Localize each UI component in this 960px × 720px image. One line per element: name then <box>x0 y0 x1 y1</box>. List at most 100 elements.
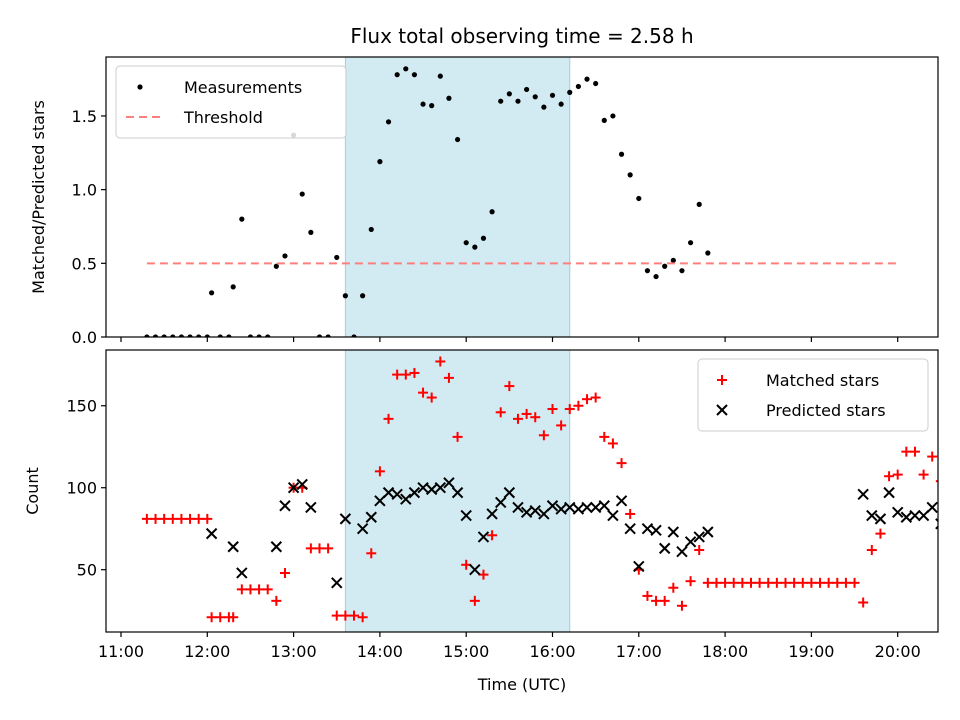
matched-star-marker <box>461 559 472 570</box>
measurement-point <box>273 263 279 269</box>
measurement-point <box>256 334 262 337</box>
matched-star-marker <box>858 597 869 608</box>
measurement-point <box>282 253 288 259</box>
x-stroke-b <box>633 560 645 573</box>
matched-star-marker <box>305 543 316 554</box>
matched-star-marker <box>193 513 204 524</box>
x-stroke-b <box>205 527 218 540</box>
matched-star-marker <box>573 400 584 411</box>
measurement-point <box>687 240 694 246</box>
measurement-point <box>498 98 504 104</box>
x-stroke-b <box>305 501 317 514</box>
measurement-point <box>463 240 469 246</box>
predicted-star-marker <box>296 478 308 491</box>
predicted-star-marker <box>624 523 636 535</box>
matched-star-marker <box>789 577 800 588</box>
predicted-star-marker <box>469 563 481 576</box>
x-stroke-b <box>503 486 516 499</box>
measurement-point <box>247 334 254 337</box>
y-tick-label: 50 <box>77 561 97 580</box>
matched-star-marker <box>875 528 886 539</box>
matched-star-marker <box>909 446 920 457</box>
matched-star-marker <box>547 404 558 415</box>
x-stroke-b <box>512 501 524 514</box>
measurement-point <box>636 195 642 202</box>
x-tick-label: 12:00 <box>184 642 230 661</box>
measurement-point <box>170 334 176 337</box>
matched-star-marker <box>582 394 593 405</box>
measurement-point <box>377 159 383 165</box>
x-stroke-b <box>400 493 412 505</box>
x-stroke-b <box>520 506 533 519</box>
legend-marker-plus <box>717 375 727 385</box>
x-stroke-b <box>236 567 248 579</box>
x-stroke-b <box>477 531 490 543</box>
matched-star-marker <box>141 513 152 524</box>
matched-star-marker <box>754 577 765 588</box>
predicted-star-marker <box>891 506 904 519</box>
matched-star-marker <box>331 610 342 621</box>
x-stroke-b <box>866 509 878 522</box>
x-stroke-b <box>641 523 654 535</box>
measurement-point <box>696 201 702 207</box>
matched-star-marker <box>254 584 265 595</box>
measurement-point <box>230 284 236 290</box>
matched-star-marker <box>676 600 687 611</box>
measurement-point <box>196 334 202 337</box>
predicted-star-marker <box>408 486 421 499</box>
measurement-point <box>541 104 547 110</box>
measurement-point <box>325 334 331 337</box>
matched-star-marker <box>616 458 627 469</box>
matched-star-marker <box>625 508 636 519</box>
matched-star-marker <box>849 577 860 588</box>
predicted-star-marker <box>641 523 654 535</box>
x-stroke-b <box>857 488 869 500</box>
panel-frame <box>105 349 939 633</box>
matched-star-marker <box>271 595 282 606</box>
matched-star-marker <box>720 577 731 588</box>
matched-star-marker <box>206 612 217 623</box>
x-stroke-b <box>615 495 628 507</box>
legend-box <box>115 65 347 139</box>
predicted-star-marker <box>926 501 938 514</box>
matched-star-marker <box>202 513 213 524</box>
predicted-star-marker <box>520 506 533 519</box>
matched-star-marker <box>400 369 411 380</box>
predicted-star-marker <box>270 541 283 553</box>
x-stroke-b <box>460 509 472 522</box>
matched-star-marker <box>512 413 523 424</box>
predicted-star-marker <box>529 504 541 517</box>
matched-star-marker <box>357 612 368 623</box>
x-tick-label: 13:00 <box>271 642 317 661</box>
legend-marker-dot <box>137 84 143 90</box>
x-stroke-b <box>365 511 377 523</box>
matched-star-marker <box>452 431 463 442</box>
predicted-star-marker <box>598 500 610 512</box>
x-stroke-b <box>581 501 593 514</box>
predicted-star-marker <box>615 495 628 507</box>
x-stroke-b <box>693 531 705 543</box>
legend-marker-x <box>716 404 728 416</box>
measurement-point <box>480 235 487 241</box>
x-tick-label: 19:00 <box>788 642 834 661</box>
measurement-point <box>472 244 478 250</box>
legend-label: Threshold <box>183 108 263 127</box>
matched-star-marker <box>763 577 774 588</box>
measurement-point <box>144 334 150 337</box>
measurement-point <box>226 334 232 337</box>
x-stroke-b <box>469 563 481 576</box>
matched-star-marker <box>262 584 273 595</box>
matched-star-marker <box>607 438 618 449</box>
predicted-star-marker <box>555 503 567 515</box>
x-tick-label: 15:00 <box>443 642 489 661</box>
y-tick-label: 100 <box>66 479 97 498</box>
predicted-star-marker <box>486 508 498 520</box>
matched-star-marker <box>642 590 653 601</box>
predicted-star-marker <box>909 509 921 522</box>
top-plot-title: Flux total observing time = 2.58 h <box>350 24 693 48</box>
predicted-star-marker <box>477 531 490 543</box>
measurement-point <box>524 86 530 93</box>
x-stroke-b <box>287 482 300 494</box>
measurement-point <box>161 334 167 337</box>
